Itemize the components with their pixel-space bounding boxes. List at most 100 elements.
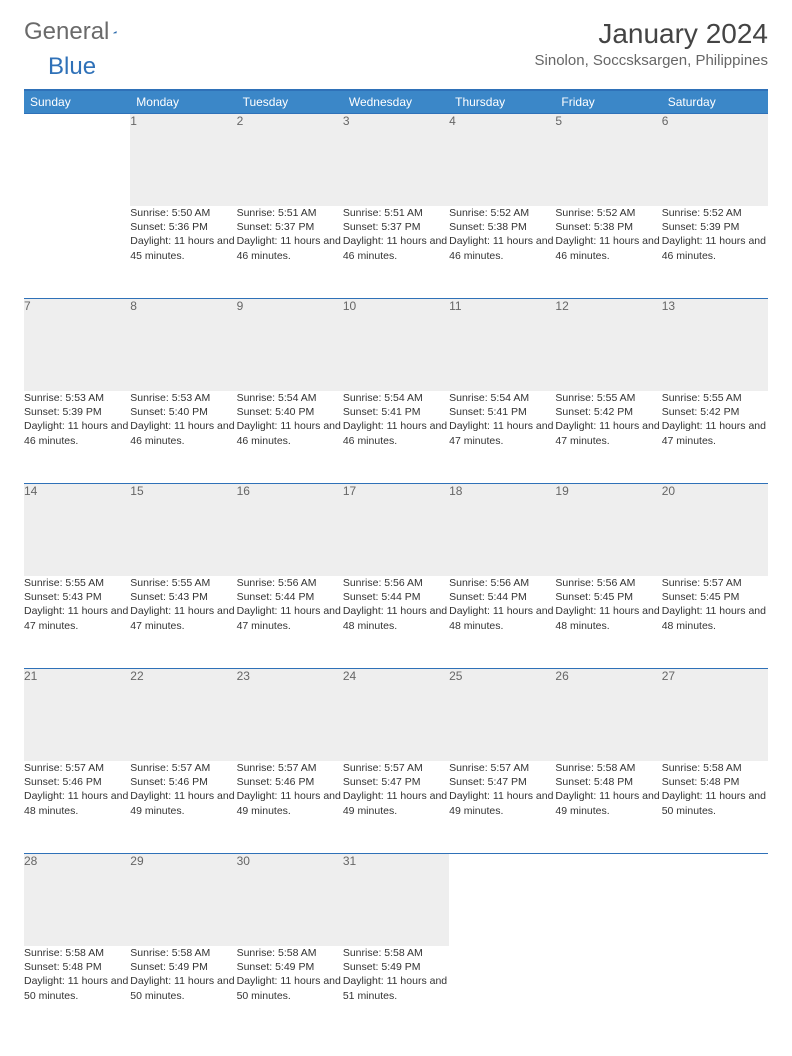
day-number: 28 — [24, 854, 130, 947]
sunrise-text: Sunrise: 5:56 AM — [343, 576, 449, 590]
day-cell: Sunrise: 5:57 AMSunset: 5:47 PMDaylight:… — [343, 761, 449, 854]
sunrise-text: Sunrise: 5:58 AM — [662, 761, 768, 775]
day-number: 11 — [449, 299, 555, 392]
day-number: 18 — [449, 484, 555, 577]
daylight-text: Daylight: 11 hours and 47 minutes. — [130, 604, 236, 632]
sunset-text: Sunset: 5:39 PM — [24, 405, 130, 419]
day-cell: Sunrise: 5:55 AMSunset: 5:43 PMDaylight:… — [130, 576, 236, 669]
sunset-text: Sunset: 5:48 PM — [662, 775, 768, 789]
daylight-text: Daylight: 11 hours and 50 minutes. — [130, 974, 236, 1002]
day-cell: Sunrise: 5:54 AMSunset: 5:41 PMDaylight:… — [343, 391, 449, 484]
day-number — [449, 854, 555, 947]
sunset-text: Sunset: 5:46 PM — [24, 775, 130, 789]
day-number: 9 — [237, 299, 343, 392]
day-number: 17 — [343, 484, 449, 577]
day-number: 8 — [130, 299, 236, 392]
weekday-header: Sunday — [24, 90, 130, 114]
month-title: January 2024 — [535, 18, 768, 50]
day-number-row: 14151617181920 — [24, 484, 768, 577]
day-cell — [662, 946, 768, 1038]
sunset-text: Sunset: 5:44 PM — [343, 590, 449, 604]
sunset-text: Sunset: 5:46 PM — [130, 775, 236, 789]
sunset-text: Sunset: 5:42 PM — [555, 405, 661, 419]
day-cell: Sunrise: 5:56 AMSunset: 5:44 PMDaylight:… — [449, 576, 555, 669]
weekday-header: Wednesday — [343, 90, 449, 114]
sunset-text: Sunset: 5:38 PM — [555, 220, 661, 234]
day-number: 6 — [662, 114, 768, 207]
day-cell: Sunrise: 5:57 AMSunset: 5:46 PMDaylight:… — [130, 761, 236, 854]
day-number: 19 — [555, 484, 661, 577]
daylight-text: Daylight: 11 hours and 46 minutes. — [449, 234, 555, 262]
daylight-text: Daylight: 11 hours and 47 minutes. — [449, 419, 555, 447]
day-cell: Sunrise: 5:57 AMSunset: 5:47 PMDaylight:… — [449, 761, 555, 854]
weekday-header-row: Sunday Monday Tuesday Wednesday Thursday… — [24, 90, 768, 114]
day-number: 24 — [343, 669, 449, 762]
day-number-row: 28293031 — [24, 854, 768, 947]
day-number: 15 — [130, 484, 236, 577]
sunset-text: Sunset: 5:44 PM — [237, 590, 343, 604]
sunset-text: Sunset: 5:48 PM — [24, 960, 130, 974]
day-number: 22 — [130, 669, 236, 762]
day-number — [24, 114, 130, 207]
daylight-text: Daylight: 11 hours and 51 minutes. — [343, 974, 449, 1002]
sunset-text: Sunset: 5:45 PM — [555, 590, 661, 604]
day-cell: Sunrise: 5:58 AMSunset: 5:49 PMDaylight:… — [343, 946, 449, 1038]
daylight-text: Daylight: 11 hours and 50 minutes. — [237, 974, 343, 1002]
sunrise-text: Sunrise: 5:54 AM — [237, 391, 343, 405]
day-data-row: Sunrise: 5:55 AMSunset: 5:43 PMDaylight:… — [24, 576, 768, 669]
day-cell: Sunrise: 5:54 AMSunset: 5:41 PMDaylight:… — [449, 391, 555, 484]
daylight-text: Daylight: 11 hours and 46 minutes. — [555, 234, 661, 262]
daylight-text: Daylight: 11 hours and 48 minutes. — [24, 789, 130, 817]
sunset-text: Sunset: 5:41 PM — [343, 405, 449, 419]
day-cell: Sunrise: 5:53 AMSunset: 5:39 PMDaylight:… — [24, 391, 130, 484]
day-cell: Sunrise: 5:52 AMSunset: 5:38 PMDaylight:… — [555, 206, 661, 299]
day-cell: Sunrise: 5:56 AMSunset: 5:45 PMDaylight:… — [555, 576, 661, 669]
day-number: 27 — [662, 669, 768, 762]
day-cell: Sunrise: 5:50 AMSunset: 5:36 PMDaylight:… — [130, 206, 236, 299]
sunrise-text: Sunrise: 5:58 AM — [24, 946, 130, 960]
day-cell: Sunrise: 5:57 AMSunset: 5:46 PMDaylight:… — [237, 761, 343, 854]
sunrise-text: Sunrise: 5:58 AM — [343, 946, 449, 960]
day-cell: Sunrise: 5:56 AMSunset: 5:44 PMDaylight:… — [237, 576, 343, 669]
day-cell: Sunrise: 5:51 AMSunset: 5:37 PMDaylight:… — [343, 206, 449, 299]
location-label: Sinolon, Soccsksargen, Philippines — [535, 52, 768, 69]
day-cell: Sunrise: 5:54 AMSunset: 5:40 PMDaylight:… — [237, 391, 343, 484]
day-cell: Sunrise: 5:58 AMSunset: 5:49 PMDaylight:… — [130, 946, 236, 1038]
day-number-row: 78910111213 — [24, 299, 768, 392]
day-number: 30 — [237, 854, 343, 947]
sunrise-text: Sunrise: 5:55 AM — [24, 576, 130, 590]
sunset-text: Sunset: 5:45 PM — [662, 590, 768, 604]
day-cell: Sunrise: 5:55 AMSunset: 5:42 PMDaylight:… — [662, 391, 768, 484]
sunrise-text: Sunrise: 5:56 AM — [237, 576, 343, 590]
day-cell: Sunrise: 5:55 AMSunset: 5:43 PMDaylight:… — [24, 576, 130, 669]
sunrise-text: Sunrise: 5:55 AM — [662, 391, 768, 405]
day-data-row: Sunrise: 5:58 AMSunset: 5:48 PMDaylight:… — [24, 946, 768, 1038]
sunrise-text: Sunrise: 5:57 AM — [449, 761, 555, 775]
logo-text-2: Blue — [48, 53, 96, 81]
daylight-text: Daylight: 11 hours and 46 minutes. — [343, 234, 449, 262]
daylight-text: Daylight: 11 hours and 50 minutes. — [662, 789, 768, 817]
day-cell: Sunrise: 5:53 AMSunset: 5:40 PMDaylight:… — [130, 391, 236, 484]
daylight-text: Daylight: 11 hours and 48 minutes. — [449, 604, 555, 632]
sunrise-text: Sunrise: 5:52 AM — [662, 206, 768, 220]
sunset-text: Sunset: 5:42 PM — [662, 405, 768, 419]
day-cell: Sunrise: 5:58 AMSunset: 5:48 PMDaylight:… — [662, 761, 768, 854]
sunrise-text: Sunrise: 5:51 AM — [343, 206, 449, 220]
day-cell: Sunrise: 5:58 AMSunset: 5:48 PMDaylight:… — [24, 946, 130, 1038]
sunrise-text: Sunrise: 5:55 AM — [555, 391, 661, 405]
sunset-text: Sunset: 5:49 PM — [237, 960, 343, 974]
day-number: 4 — [449, 114, 555, 207]
day-number: 7 — [24, 299, 130, 392]
sunset-text: Sunset: 5:49 PM — [343, 960, 449, 974]
day-number: 5 — [555, 114, 661, 207]
weekday-header: Tuesday — [237, 90, 343, 114]
daylight-text: Daylight: 11 hours and 49 minutes. — [130, 789, 236, 817]
daylight-text: Daylight: 11 hours and 46 minutes. — [24, 419, 130, 447]
sunrise-text: Sunrise: 5:50 AM — [130, 206, 236, 220]
sunrise-text: Sunrise: 5:57 AM — [343, 761, 449, 775]
day-data-row: Sunrise: 5:50 AMSunset: 5:36 PMDaylight:… — [24, 206, 768, 299]
daylight-text: Daylight: 11 hours and 45 minutes. — [130, 234, 236, 262]
day-cell — [24, 206, 130, 299]
sunrise-text: Sunrise: 5:52 AM — [449, 206, 555, 220]
day-cell: Sunrise: 5:57 AMSunset: 5:46 PMDaylight:… — [24, 761, 130, 854]
